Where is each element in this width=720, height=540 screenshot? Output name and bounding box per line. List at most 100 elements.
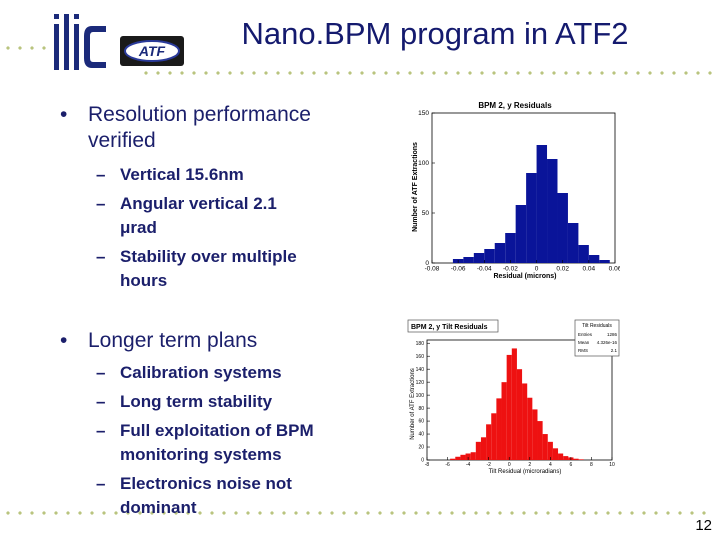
sub-bullet-vertical: – Vertical 15.6nm bbox=[96, 163, 376, 187]
atf-logo-text: ATF bbox=[138, 43, 166, 59]
sub-marker: – bbox=[96, 165, 106, 184]
sub-marker: – bbox=[96, 194, 106, 213]
ilc-logo: ilc bbox=[54, 14, 106, 70]
residuals-histogram: BPM 2, y Residuals -0.08 -0.06 -0.04 -0.02 0… bbox=[405, 95, 620, 280]
histogram-bar bbox=[542, 434, 548, 460]
histogram-bar bbox=[491, 413, 497, 460]
x-tick-label: 6 bbox=[569, 462, 572, 468]
top-left-dotted-rule bbox=[2, 46, 54, 50]
y-tick-label: 140 bbox=[416, 367, 425, 373]
x-tick-label: 0 bbox=[535, 266, 539, 273]
page-number: 12 bbox=[695, 517, 712, 534]
histogram-bar bbox=[473, 253, 485, 263]
x-tick-label: -0.02 bbox=[503, 266, 518, 273]
x-tick-label: 2 bbox=[528, 462, 531, 468]
y-tick-label: 0 bbox=[425, 260, 429, 267]
y-tick-label: 150 bbox=[418, 110, 429, 117]
sub-bullet-line: Vertical 15.6nm bbox=[120, 165, 244, 184]
histogram-bar bbox=[522, 383, 528, 460]
histogram-bar bbox=[558, 453, 564, 460]
y-tick-label: 100 bbox=[416, 393, 425, 399]
bullet-resolution: • Resolution performance verified bbox=[60, 102, 380, 154]
y-tick-label: 100 bbox=[418, 160, 429, 167]
stats-value: 4.326e-16 bbox=[597, 340, 618, 345]
x-tick-label: -0.08 bbox=[425, 266, 440, 273]
stats-box: Tilt Residuals Entries 1286 Mean 4.326e-… bbox=[574, 319, 620, 357]
sub-bullet-line: μrad bbox=[120, 218, 157, 237]
sub-bullet-electronics: – Electronics noise not dominant bbox=[96, 472, 376, 520]
header-dotted-rule bbox=[140, 71, 712, 75]
sub-bullet-long-term: – Long term stability bbox=[96, 390, 376, 414]
chart-title: BPM 2, y Residuals bbox=[478, 101, 552, 110]
sub-bullet-line: dominant bbox=[120, 498, 197, 517]
sub-bullet-line: hours bbox=[120, 271, 168, 290]
histogram-bar bbox=[563, 456, 569, 460]
bullet-line: Resolution performance bbox=[88, 103, 311, 126]
y-tick-label: 0 bbox=[421, 458, 424, 464]
stats-value: 1286 bbox=[607, 332, 618, 337]
histogram-bar bbox=[484, 249, 495, 263]
histogram-bar bbox=[527, 397, 533, 460]
stats-label: Mean bbox=[578, 340, 590, 345]
sub-bullet-line: Angular vertical 2.1 bbox=[120, 194, 277, 213]
x-axis-label: Residual (microns) bbox=[493, 273, 556, 280]
sub-marker: – bbox=[96, 474, 106, 493]
histogram-bar bbox=[578, 245, 589, 263]
histogram-bar bbox=[455, 456, 461, 460]
bullet-longer-term: • Longer term plans bbox=[60, 328, 380, 354]
y-tick-label: 40 bbox=[418, 432, 424, 438]
y-tick-label: 50 bbox=[422, 210, 430, 217]
histogram-bar bbox=[526, 173, 537, 263]
histogram-bar bbox=[486, 424, 492, 460]
chart-title: BPM 2, y Tilt Residuals bbox=[411, 324, 488, 331]
x-tick-label: -0.06 bbox=[451, 266, 466, 273]
y-tick-label: 60 bbox=[418, 419, 424, 425]
histogram-bar bbox=[567, 223, 579, 263]
y-tick-label: 80 bbox=[418, 406, 424, 412]
sub-bullet-exploitation: – Full exploitation of BPM monitoring sy… bbox=[96, 419, 376, 467]
sub-marker: – bbox=[96, 392, 106, 411]
stats-title: Tilt Residuals bbox=[582, 323, 612, 329]
atf-logo: ATF bbox=[120, 36, 184, 66]
x-tick-label: 0.04 bbox=[583, 266, 596, 273]
histogram-bar bbox=[505, 233, 516, 263]
y-axis-label: Number of ATF Extractions bbox=[410, 368, 416, 440]
sub-marker: – bbox=[96, 421, 106, 440]
histogram-bar bbox=[532, 409, 538, 460]
histogram-bar bbox=[515, 205, 527, 263]
sub-bullet-stability: – Stability over multiple hours bbox=[96, 245, 376, 293]
histogram-bar bbox=[506, 354, 512, 460]
y-tick-label: 120 bbox=[416, 380, 425, 386]
x-tick-label: -4 bbox=[466, 462, 471, 468]
page-title: Nano.BPM program in ATF2 bbox=[241, 16, 629, 51]
histogram-bar bbox=[547, 159, 558, 263]
histogram-bar bbox=[536, 145, 548, 263]
sub-marker: – bbox=[96, 363, 106, 382]
sub-bullet-calibration: – Calibration systems bbox=[96, 361, 376, 385]
histogram-bar bbox=[494, 243, 506, 263]
histogram-bar bbox=[475, 441, 481, 460]
x-axis-label: Tilt Residual (microradians) bbox=[489, 469, 562, 475]
histogram-bar bbox=[496, 398, 502, 460]
sub-bullet-line: Electronics noise not bbox=[120, 474, 292, 493]
sub-bullet-line: Calibration systems bbox=[120, 363, 282, 382]
sub-bullet-line: monitoring systems bbox=[120, 445, 282, 464]
histogram-bar bbox=[501, 382, 507, 460]
x-tick-label: 0.02 bbox=[556, 266, 569, 273]
x-tick-label: 4 bbox=[549, 462, 552, 468]
y-axis-label: Number of ATF Extractions bbox=[412, 142, 419, 232]
stats-value: 2.1 bbox=[611, 348, 618, 353]
bullet-marker: • bbox=[60, 103, 68, 126]
x-tick-label: 10 bbox=[609, 462, 615, 468]
histogram-bar bbox=[516, 369, 523, 460]
histogram-bar bbox=[552, 448, 559, 460]
x-tick-label: -2 bbox=[486, 462, 491, 468]
y-tick-label: 20 bbox=[418, 445, 424, 451]
histogram-bar bbox=[537, 421, 543, 460]
x-tick-label: -6 bbox=[445, 462, 450, 468]
y-tick-label: 160 bbox=[416, 354, 425, 360]
bullet-line: verified bbox=[88, 129, 156, 152]
histogram-bar bbox=[480, 437, 487, 460]
x-tick-label: -0.04 bbox=[477, 266, 492, 273]
stats-label: Entries bbox=[578, 332, 593, 337]
